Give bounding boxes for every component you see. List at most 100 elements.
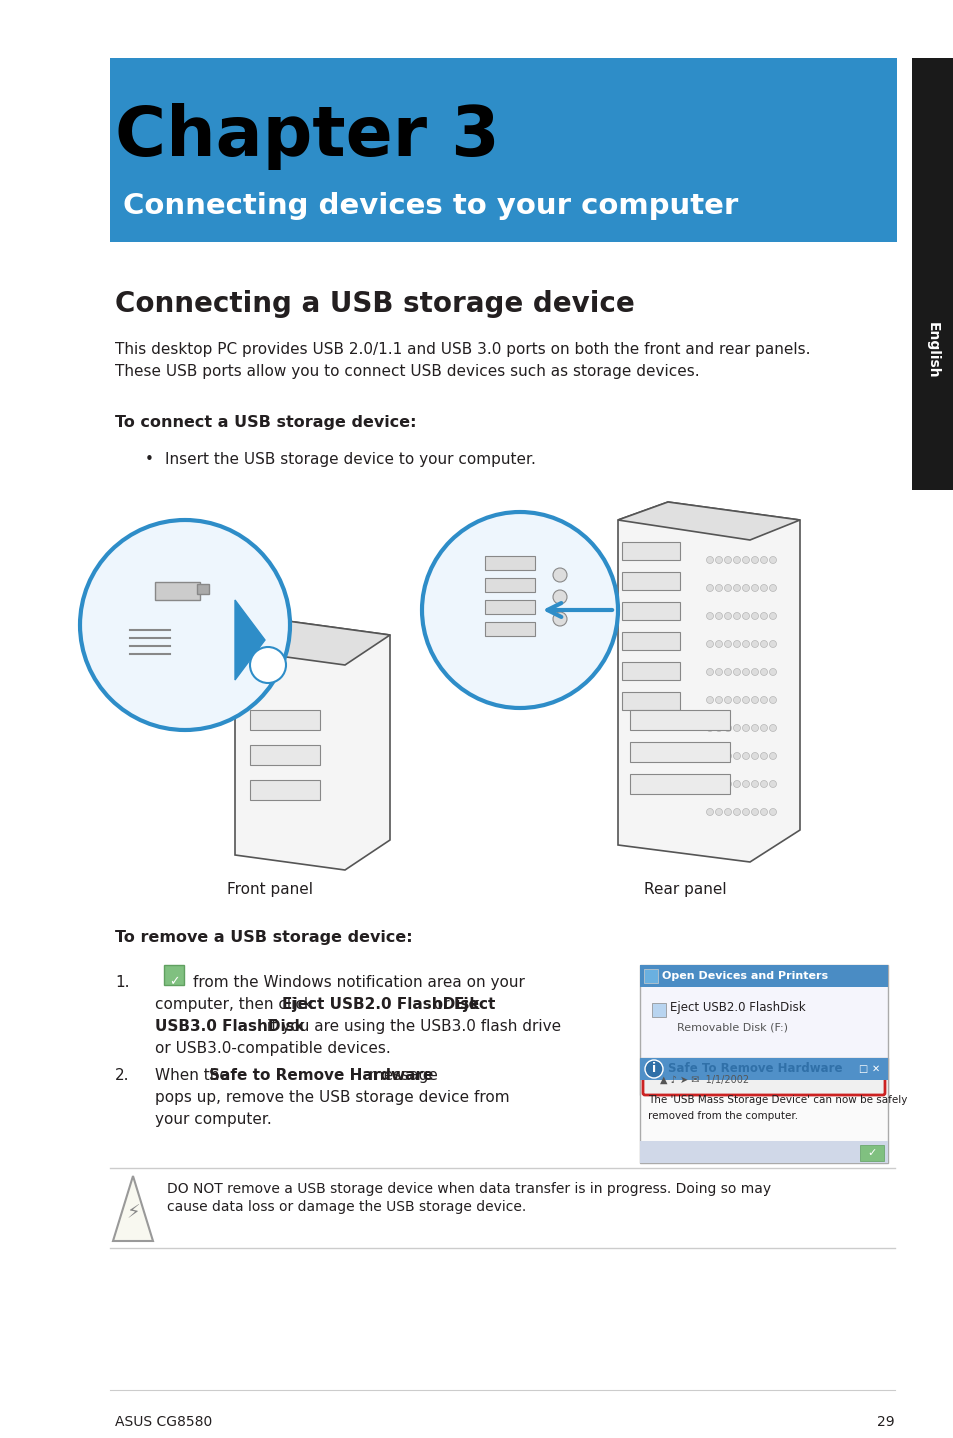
Circle shape — [751, 557, 758, 564]
Circle shape — [723, 584, 731, 591]
Circle shape — [741, 725, 749, 732]
Circle shape — [760, 557, 767, 564]
Circle shape — [741, 669, 749, 676]
Bar — [154, 582, 200, 600]
Circle shape — [706, 557, 713, 564]
Circle shape — [760, 640, 767, 647]
Bar — [484, 600, 535, 614]
Circle shape — [715, 808, 721, 815]
Circle shape — [723, 781, 731, 788]
Text: DO NOT remove a USB storage device when data transfer is in progress. Doing so m: DO NOT remove a USB storage device when … — [167, 1182, 770, 1196]
Circle shape — [769, 725, 776, 732]
Circle shape — [553, 590, 566, 604]
Bar — [621, 603, 679, 620]
Bar — [643, 969, 658, 984]
Circle shape — [723, 752, 731, 759]
Text: 1.: 1. — [115, 975, 130, 989]
Bar — [911, 58, 953, 490]
Bar — [639, 1058, 887, 1080]
Circle shape — [760, 669, 767, 676]
Bar — [629, 742, 729, 762]
Text: To connect a USB storage device:: To connect a USB storage device: — [115, 416, 416, 430]
Text: Rear panel: Rear panel — [643, 881, 725, 897]
Circle shape — [769, 613, 776, 620]
Circle shape — [760, 696, 767, 703]
Circle shape — [769, 752, 776, 759]
Circle shape — [723, 640, 731, 647]
Text: or USB3.0-compatible devices.: or USB3.0-compatible devices. — [154, 1041, 391, 1055]
Circle shape — [706, 752, 713, 759]
Text: Front panel: Front panel — [227, 881, 313, 897]
Bar — [629, 710, 729, 731]
Circle shape — [250, 647, 286, 683]
Circle shape — [723, 696, 731, 703]
Circle shape — [760, 725, 767, 732]
Bar — [859, 1145, 883, 1160]
Circle shape — [751, 752, 758, 759]
Circle shape — [760, 752, 767, 759]
Text: When the: When the — [154, 1068, 233, 1083]
Bar — [639, 965, 887, 1094]
Bar — [651, 1002, 665, 1017]
Bar — [621, 542, 679, 559]
Circle shape — [723, 669, 731, 676]
Bar — [621, 692, 679, 710]
Text: your computer.: your computer. — [154, 1112, 272, 1127]
Text: pops up, remove the USB storage device from: pops up, remove the USB storage device f… — [154, 1090, 509, 1104]
Text: This desktop PC provides USB 2.0/1.1 and USB 3.0 ports on both the front and rea: This desktop PC provides USB 2.0/1.1 and… — [115, 342, 810, 380]
Circle shape — [760, 781, 767, 788]
Bar — [250, 745, 319, 765]
Bar — [250, 710, 319, 731]
Bar — [484, 578, 535, 592]
Text: if you are using the USB3.0 flash drive: if you are using the USB3.0 flash drive — [262, 1020, 560, 1034]
Bar — [196, 584, 209, 594]
Bar — [639, 1140, 887, 1163]
Circle shape — [751, 781, 758, 788]
Circle shape — [733, 640, 740, 647]
Circle shape — [553, 568, 566, 582]
Bar — [110, 58, 896, 242]
Text: Safe to Remove Hardware: Safe to Remove Hardware — [210, 1068, 434, 1083]
Circle shape — [723, 808, 731, 815]
Circle shape — [751, 669, 758, 676]
FancyBboxPatch shape — [642, 1066, 884, 1094]
Bar — [110, 1163, 894, 1248]
Circle shape — [715, 584, 721, 591]
Circle shape — [769, 808, 776, 815]
Bar — [484, 557, 535, 569]
Circle shape — [644, 1060, 662, 1078]
Circle shape — [760, 584, 767, 591]
Circle shape — [769, 696, 776, 703]
Circle shape — [80, 521, 290, 731]
Text: Safe To Remove Hardware: Safe To Remove Hardware — [667, 1063, 841, 1076]
Text: cause data loss or damage the USB storage device.: cause data loss or damage the USB storag… — [167, 1199, 526, 1214]
Circle shape — [715, 557, 721, 564]
Circle shape — [741, 557, 749, 564]
Circle shape — [715, 725, 721, 732]
Text: English: English — [925, 322, 939, 378]
Circle shape — [751, 613, 758, 620]
Bar — [484, 623, 535, 636]
Circle shape — [751, 725, 758, 732]
Circle shape — [706, 696, 713, 703]
Circle shape — [751, 696, 758, 703]
Polygon shape — [618, 502, 800, 861]
Circle shape — [706, 613, 713, 620]
Text: Open Devices and Printers: Open Devices and Printers — [661, 971, 827, 981]
Circle shape — [741, 696, 749, 703]
Circle shape — [723, 725, 731, 732]
Circle shape — [769, 669, 776, 676]
Polygon shape — [234, 620, 390, 870]
Text: 2.: 2. — [115, 1068, 130, 1083]
Circle shape — [706, 725, 713, 732]
Text: i: i — [651, 1063, 656, 1076]
Text: Eject USB2.0 FlashDisk: Eject USB2.0 FlashDisk — [669, 1001, 804, 1014]
Text: The 'USB Mass Storage Device' can now be safely: The 'USB Mass Storage Device' can now be… — [647, 1094, 906, 1104]
Text: Eject: Eject — [454, 997, 496, 1012]
Bar — [621, 661, 679, 680]
Circle shape — [715, 752, 721, 759]
Circle shape — [741, 781, 749, 788]
Circle shape — [769, 640, 776, 647]
Circle shape — [751, 808, 758, 815]
Circle shape — [741, 752, 749, 759]
